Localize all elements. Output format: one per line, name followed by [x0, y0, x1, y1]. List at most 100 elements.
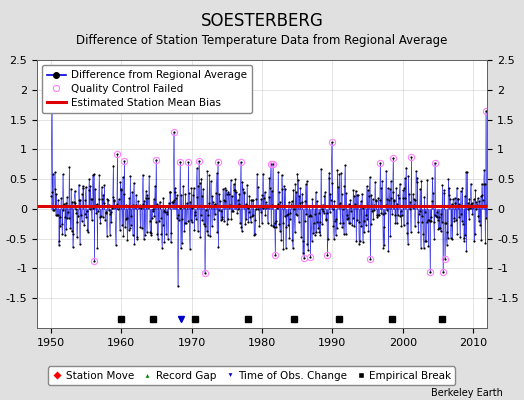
Point — [381, 210, 389, 216]
Point — [240, 189, 248, 196]
Point — [368, 208, 376, 214]
Point — [246, 214, 254, 220]
Point — [238, 178, 246, 185]
Point — [346, 197, 355, 203]
Point — [383, 207, 391, 213]
Point — [132, 202, 140, 208]
Point — [129, 180, 138, 186]
Point — [257, 220, 266, 226]
Point — [445, 185, 454, 191]
Point — [123, 237, 132, 243]
Point — [175, 217, 183, 224]
Point — [89, 204, 97, 211]
Point — [215, 207, 223, 213]
Point — [287, 202, 295, 208]
Point — [315, 219, 324, 225]
Point — [100, 182, 108, 188]
Point — [86, 183, 94, 189]
Point — [390, 196, 399, 203]
Point — [314, 210, 323, 216]
Point — [232, 189, 241, 196]
Point — [62, 226, 71, 232]
Point — [177, 245, 185, 252]
Point — [117, 186, 126, 193]
Point — [141, 195, 150, 202]
Point — [112, 202, 121, 209]
Point — [280, 213, 289, 220]
Point — [461, 193, 469, 199]
Point — [122, 202, 130, 208]
Point — [65, 164, 73, 170]
Point — [119, 191, 128, 198]
Point — [195, 158, 203, 164]
Point — [156, 198, 164, 205]
Point — [267, 222, 275, 228]
Point — [73, 234, 81, 240]
Point — [149, 196, 158, 202]
Point — [120, 158, 128, 164]
Point — [411, 197, 420, 203]
Point — [249, 197, 258, 203]
Point — [296, 185, 304, 191]
Point — [169, 199, 177, 205]
Point — [75, 196, 83, 203]
Point — [230, 181, 238, 187]
Point — [84, 229, 92, 235]
Point — [89, 172, 97, 178]
Point — [272, 223, 280, 230]
Point — [64, 215, 73, 221]
Point — [195, 180, 204, 187]
Point — [109, 162, 117, 169]
Point — [125, 195, 133, 202]
Point — [440, 187, 449, 193]
Point — [376, 160, 385, 166]
Point — [177, 192, 185, 198]
Point — [256, 208, 265, 215]
Point — [413, 218, 422, 225]
Point — [411, 223, 419, 230]
Point — [53, 212, 62, 218]
Point — [119, 232, 127, 239]
Point — [182, 200, 191, 206]
Point — [348, 222, 356, 228]
Point — [231, 176, 239, 183]
Point — [482, 215, 490, 221]
Point — [259, 171, 267, 177]
Point — [374, 195, 383, 201]
Point — [339, 220, 347, 226]
Point — [108, 193, 117, 200]
Point — [110, 196, 118, 203]
Point — [49, 207, 58, 214]
Point — [323, 210, 331, 216]
Point — [153, 231, 161, 238]
Point — [170, 197, 179, 204]
Point — [278, 172, 286, 178]
Point — [113, 201, 121, 207]
Point — [79, 184, 88, 191]
Point — [202, 207, 210, 214]
Point — [248, 212, 257, 219]
Point — [304, 247, 312, 254]
Point — [231, 186, 239, 193]
Point — [208, 193, 216, 200]
Point — [476, 222, 484, 229]
Point — [155, 218, 163, 224]
Point — [432, 213, 440, 220]
Point — [367, 220, 375, 227]
Point — [66, 203, 74, 209]
Point — [244, 219, 253, 226]
Point — [299, 238, 308, 244]
Point — [392, 220, 401, 226]
Point — [172, 195, 180, 201]
Point — [435, 225, 443, 231]
Point — [79, 182, 87, 189]
Point — [239, 190, 248, 196]
Point — [56, 223, 64, 229]
Point — [64, 208, 72, 215]
Point — [363, 216, 372, 222]
Point — [320, 192, 329, 199]
Point — [425, 217, 433, 224]
Point — [405, 191, 413, 197]
Point — [270, 224, 278, 230]
Point — [134, 203, 143, 209]
